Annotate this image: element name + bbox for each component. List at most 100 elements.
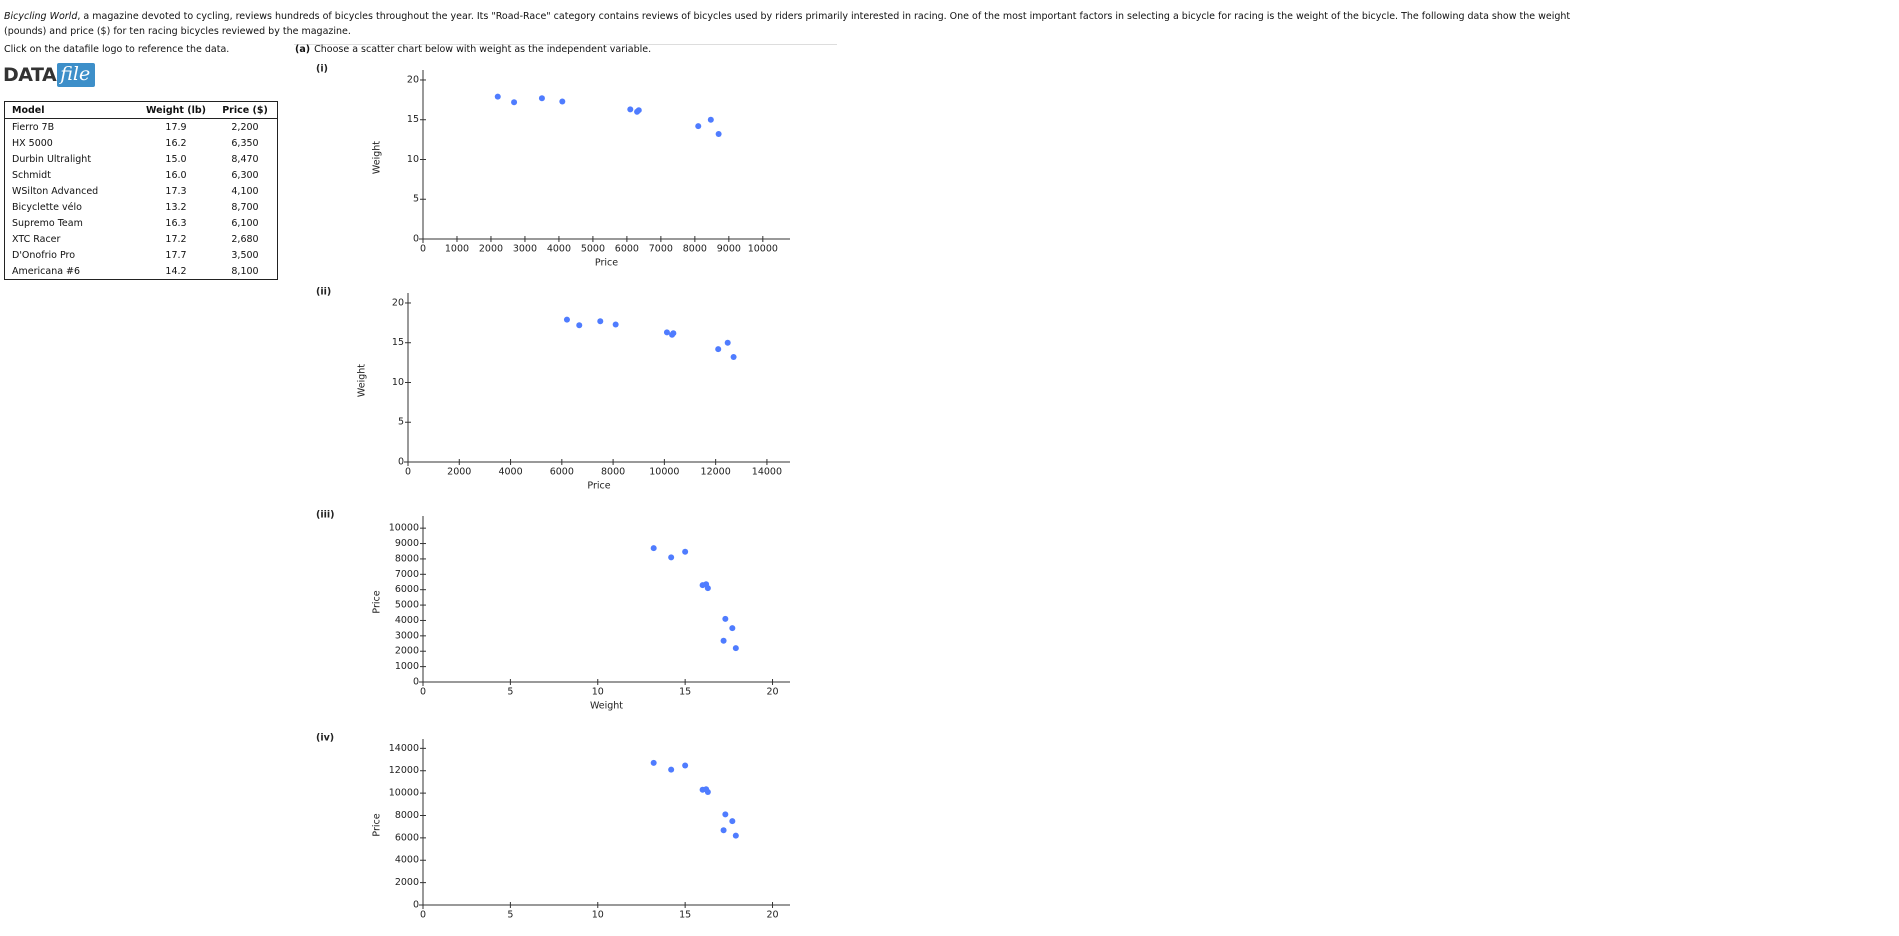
data-point xyxy=(699,786,706,793)
table-row: Americana #6 14.2 8,100 xyxy=(5,263,278,280)
data-point xyxy=(724,339,731,346)
data-point xyxy=(538,95,545,102)
y-tick-label: 8000 xyxy=(395,553,419,564)
x-tick-label: 15 xyxy=(679,910,691,921)
data-point xyxy=(576,322,583,329)
table-cell: 15.0 xyxy=(165,153,187,165)
data-point xyxy=(732,832,739,839)
table-cell: 6,300 xyxy=(231,169,259,181)
data-point xyxy=(494,93,501,100)
x-axis-title: Price xyxy=(595,258,618,269)
y-tick-label: 8000 xyxy=(395,810,419,821)
data-point xyxy=(722,811,729,818)
y-tick-label: 10 xyxy=(407,154,419,165)
table-cell: 8,100 xyxy=(231,265,259,277)
table-cell: 4,100 xyxy=(231,185,259,197)
x-tick-label: 5 xyxy=(507,910,513,921)
chart-label: (i) xyxy=(316,64,328,75)
table-cell: 8,470 xyxy=(231,153,259,165)
x-tick-label: 10000 xyxy=(649,467,679,478)
datafile-logo[interactable]: DATA file xyxy=(3,63,96,87)
data-point xyxy=(563,316,570,323)
table-cell: XTC Racer xyxy=(12,233,61,245)
data-point xyxy=(722,615,729,622)
table-cell: 2,200 xyxy=(231,121,259,133)
intro-text: , a magazine devoted to cycling, reviews… xyxy=(4,11,1571,37)
table-cell: Americana #6 xyxy=(12,265,81,277)
x-tick-label: 0 xyxy=(420,244,426,255)
x-tick-label: 14000 xyxy=(752,467,782,478)
x-tick-label: 2000 xyxy=(479,244,503,255)
data-point xyxy=(627,106,634,113)
y-tick-label: 10000 xyxy=(389,788,419,799)
data-table: Model Weight (lb) Price ($) Fierro 7B 17.9 2,… xyxy=(4,101,278,280)
data-point xyxy=(668,766,675,773)
table-cell: D'Onofrio Pro xyxy=(12,249,76,261)
y-tick-label: 4000 xyxy=(395,855,419,866)
y-tick-label: 3000 xyxy=(395,630,419,641)
x-tick-label: 5 xyxy=(507,687,513,698)
data-point xyxy=(720,637,727,644)
table-cell: Schmidt xyxy=(12,169,51,181)
x-tick-label: 0 xyxy=(405,467,411,478)
table-cell: 13.2 xyxy=(165,201,187,213)
y-tick-label: 0 xyxy=(398,457,404,468)
table-cell: 6,350 xyxy=(231,137,259,149)
y-tick-label: 12000 xyxy=(389,765,419,776)
table-cell: 17.9 xyxy=(165,121,187,133)
y-tick-label: 0 xyxy=(413,234,419,245)
x-tick-label: 20 xyxy=(766,910,778,921)
x-tick-label: 7000 xyxy=(649,244,673,255)
column-header: Price ($) xyxy=(213,101,278,119)
x-tick-label: 1000 xyxy=(445,244,469,255)
table-cell: 16.3 xyxy=(165,217,187,229)
y-tick-label: 6000 xyxy=(395,832,419,843)
y-tick-label: 15 xyxy=(392,337,404,348)
question: (a) Choose a scatter chart below with wei… xyxy=(295,44,651,55)
logo-data: DATA xyxy=(3,64,57,86)
chart-label: (ii) xyxy=(316,287,331,298)
column-header: Model xyxy=(4,101,139,119)
table-row: D'Onofrio Pro 17.7 3,500 xyxy=(5,247,278,263)
table-cell: 6,100 xyxy=(231,217,259,229)
table-cell: 2,680 xyxy=(231,233,259,245)
column-header: Weight (lb) xyxy=(139,101,213,119)
data-point xyxy=(695,123,702,130)
question-text: Choose a scatter chart below with weight… xyxy=(314,44,652,55)
data-point xyxy=(663,329,670,336)
data-point xyxy=(612,321,619,328)
y-axis-title: Weight xyxy=(357,364,368,397)
table-row: Schmidt 16.0 6,300 xyxy=(5,167,278,183)
x-tick-label: 9000 xyxy=(717,244,741,255)
data-point xyxy=(650,759,657,766)
table-row: WSilton Advanced 17.3 4,100 xyxy=(5,183,278,199)
table-cell: 8,700 xyxy=(231,201,259,213)
magazine-name: Bicycling World xyxy=(4,11,78,22)
table-cell: Supremo Team xyxy=(12,217,83,229)
x-tick-label: 15 xyxy=(679,687,691,698)
data-point xyxy=(732,645,739,652)
data-point xyxy=(699,582,706,589)
data-point xyxy=(634,108,641,115)
y-tick-label: 15 xyxy=(407,114,419,125)
table-cell: Durbin Ultralight xyxy=(12,153,92,165)
y-tick-label: 1000 xyxy=(395,661,419,672)
data-point xyxy=(707,116,714,123)
x-tick-label: 0 xyxy=(420,687,426,698)
table-row: XTC Racer 17.2 2,680 xyxy=(5,231,278,247)
data-point xyxy=(650,545,657,552)
table-cell: 16.0 xyxy=(165,169,187,181)
x-tick-label: 5000 xyxy=(581,244,605,255)
data-point xyxy=(729,818,736,825)
data-point xyxy=(559,98,566,105)
data-point xyxy=(720,827,727,834)
x-tick-label: 2000 xyxy=(447,467,471,478)
y-tick-label: 5 xyxy=(413,194,419,205)
table-cell: 14.2 xyxy=(165,265,187,277)
y-tick-label: 6000 xyxy=(395,584,419,595)
intro: Bicycling World, a magazine devoted to c… xyxy=(4,9,1579,39)
table-cell: 17.7 xyxy=(165,249,187,261)
y-tick-label: 10 xyxy=(392,377,404,388)
